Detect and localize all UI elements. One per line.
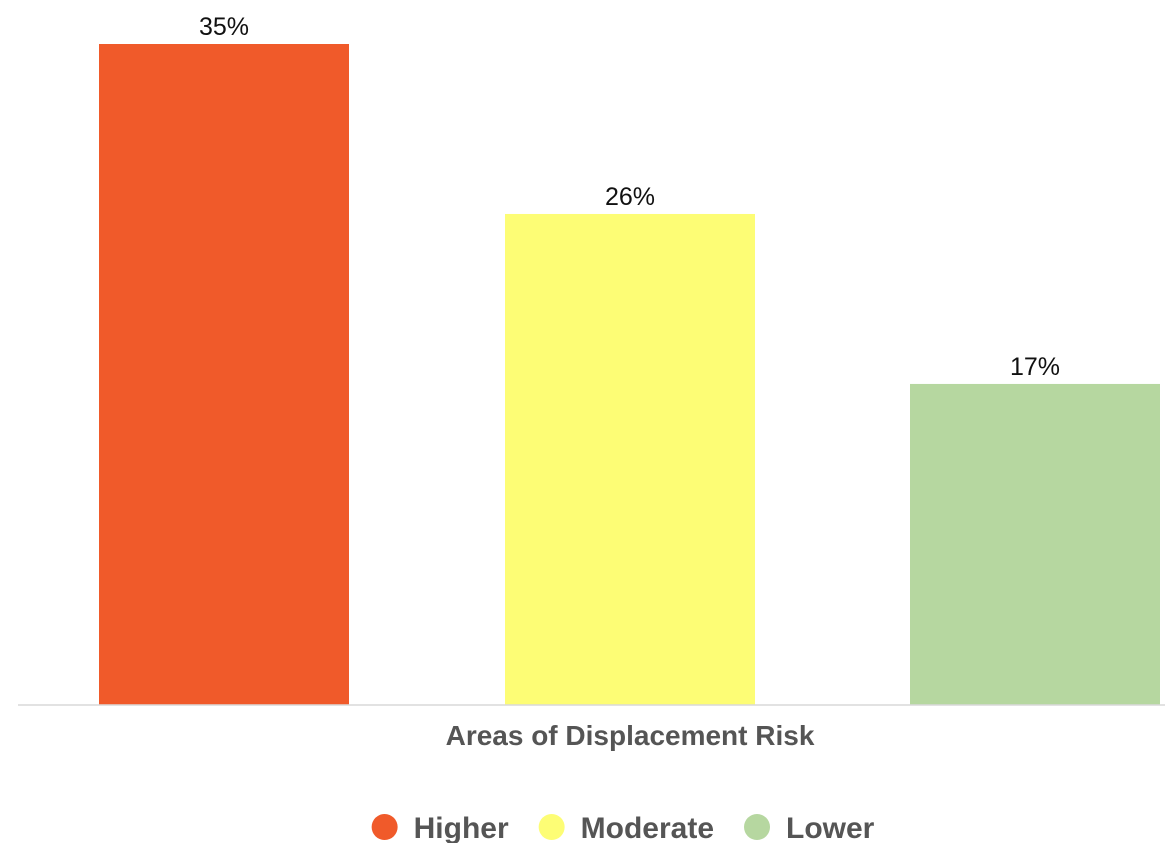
legend-label-lower: Lower: [786, 812, 875, 843]
legend-item-lower: Lower: [744, 812, 875, 843]
bars-group: [99, 44, 1160, 705]
legend-label-moderate: Moderate: [581, 812, 714, 843]
bar-higher: [99, 44, 349, 705]
bar-moderate: [505, 213, 755, 705]
value-label-higher: 35%: [199, 13, 249, 41]
bar-lower: [910, 383, 1160, 705]
legend-item-moderate: Moderate: [538, 812, 714, 843]
legend: Higher Moderate Lower: [371, 812, 875, 843]
legend-item-higher: Higher: [371, 812, 509, 843]
legend-swatch-moderate: [538, 814, 565, 840]
legend-swatch-lower: [744, 814, 771, 840]
legend-label-higher: Higher: [414, 812, 509, 843]
value-label-moderate: 26%: [605, 183, 655, 211]
value-label-lower: 17%: [1010, 353, 1060, 381]
value-labels-group: 35% 26% 17%: [199, 13, 1060, 381]
legend-swatch-higher: [371, 814, 398, 840]
x-axis-title: Areas of Displacement Risk: [446, 720, 815, 751]
